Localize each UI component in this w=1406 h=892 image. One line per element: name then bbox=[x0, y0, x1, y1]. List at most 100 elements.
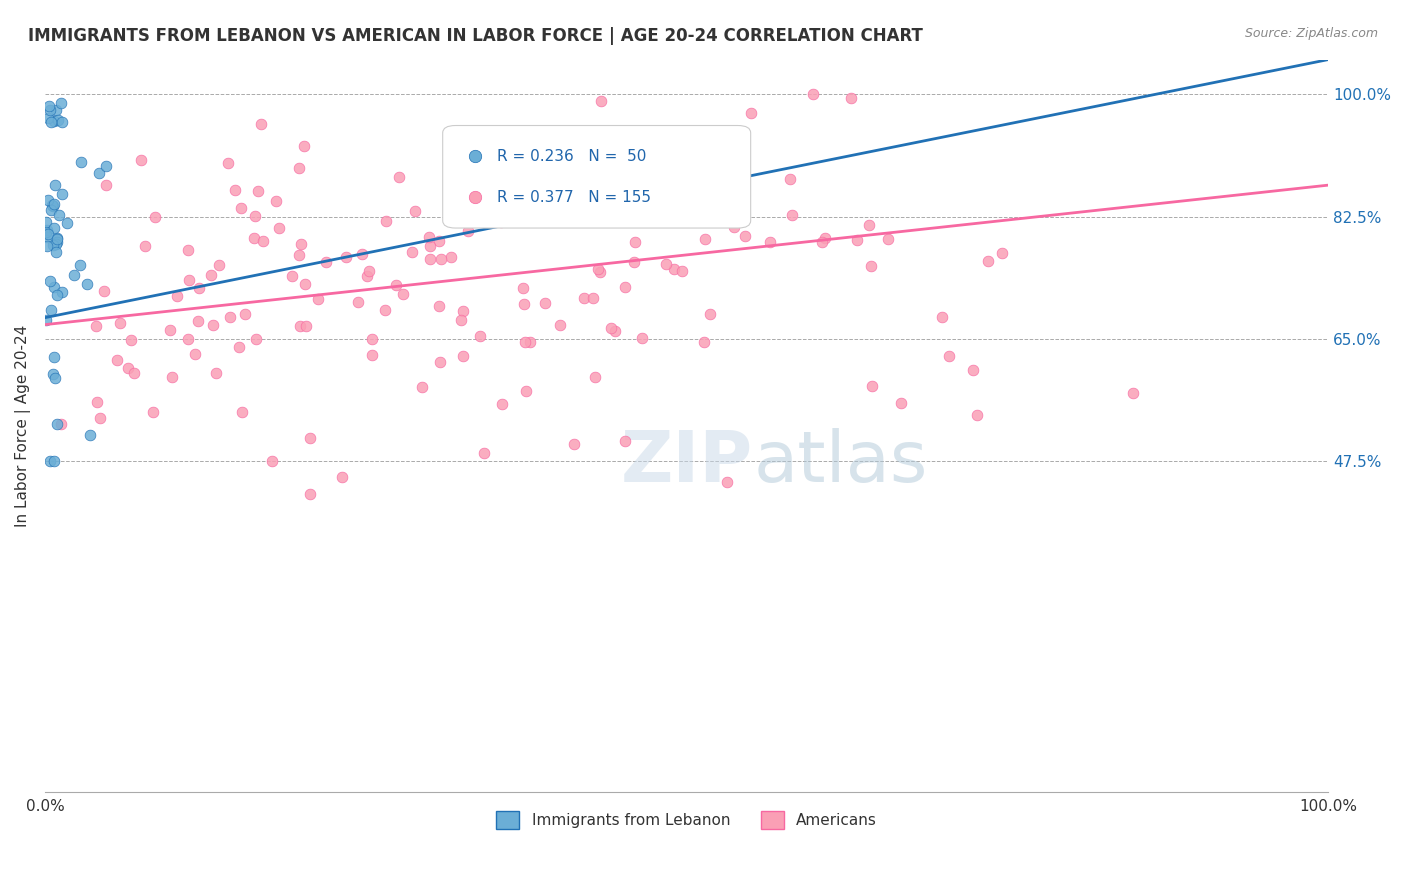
Point bbox=[49, 95, 72, 110]
Point bbox=[623, 254, 645, 268]
Point bbox=[655, 257, 678, 271]
Point bbox=[723, 219, 745, 234]
Point bbox=[200, 268, 222, 282]
Point bbox=[464, 219, 486, 233]
Point bbox=[41, 237, 63, 252]
Point bbox=[401, 245, 423, 260]
Point bbox=[513, 335, 536, 350]
Point bbox=[419, 252, 441, 266]
Point bbox=[693, 146, 716, 161]
Point bbox=[292, 138, 315, 153]
Point bbox=[202, 318, 225, 333]
Point bbox=[49, 417, 72, 432]
Point bbox=[515, 384, 537, 398]
Point bbox=[346, 294, 368, 309]
Point bbox=[39, 202, 62, 217]
Point bbox=[108, 316, 131, 330]
Point bbox=[508, 162, 530, 177]
Point bbox=[858, 218, 880, 232]
Point bbox=[94, 159, 117, 173]
Point bbox=[208, 258, 231, 272]
Point bbox=[419, 239, 441, 253]
Point bbox=[35, 238, 58, 252]
Point bbox=[86, 394, 108, 409]
Point bbox=[513, 296, 536, 310]
Point bbox=[693, 141, 716, 155]
Point bbox=[599, 320, 621, 334]
Point bbox=[841, 91, 863, 105]
Point bbox=[734, 229, 756, 244]
Point bbox=[472, 446, 495, 460]
Point bbox=[330, 470, 353, 484]
Point bbox=[449, 128, 471, 143]
Point bbox=[44, 221, 66, 235]
Point bbox=[357, 263, 380, 277]
Legend: Immigrants from Lebanon, Americans: Immigrants from Lebanon, Americans bbox=[491, 805, 883, 836]
Point bbox=[51, 114, 73, 128]
Point bbox=[134, 239, 156, 253]
Point bbox=[280, 268, 302, 283]
Point bbox=[491, 397, 513, 411]
Point bbox=[45, 232, 67, 246]
Point bbox=[252, 234, 274, 248]
Point bbox=[572, 207, 595, 221]
Point bbox=[44, 178, 66, 193]
Point bbox=[44, 371, 66, 385]
Point bbox=[350, 247, 373, 261]
Point bbox=[177, 332, 200, 346]
Point bbox=[991, 245, 1014, 260]
Point bbox=[548, 318, 571, 332]
Point bbox=[160, 370, 183, 384]
Point bbox=[44, 114, 66, 128]
Point bbox=[693, 232, 716, 246]
Point bbox=[76, 277, 98, 291]
Point bbox=[37, 193, 59, 207]
Point bbox=[55, 216, 77, 230]
Point bbox=[384, 278, 406, 293]
Point bbox=[519, 334, 541, 349]
Point bbox=[245, 332, 267, 346]
Point bbox=[361, 348, 384, 362]
Text: atlas: atlas bbox=[754, 428, 928, 497]
Point bbox=[218, 310, 240, 324]
Point bbox=[298, 431, 321, 445]
Point bbox=[243, 230, 266, 244]
Point bbox=[129, 153, 152, 168]
Point bbox=[37, 227, 59, 241]
Y-axis label: In Labor Force | Age 20-24: In Labor Force | Age 20-24 bbox=[15, 325, 31, 527]
Point bbox=[38, 99, 60, 113]
Point bbox=[204, 366, 226, 380]
Point bbox=[588, 262, 610, 277]
Point bbox=[617, 161, 640, 175]
Point bbox=[404, 204, 426, 219]
Text: Source: ZipAtlas.com: Source: ZipAtlas.com bbox=[1244, 27, 1378, 40]
Point bbox=[39, 114, 62, 128]
Point bbox=[962, 363, 984, 377]
FancyBboxPatch shape bbox=[443, 126, 751, 228]
Point bbox=[250, 117, 273, 131]
Point bbox=[360, 333, 382, 347]
Point bbox=[42, 197, 65, 211]
Point bbox=[693, 335, 716, 350]
Point bbox=[290, 236, 312, 251]
Point bbox=[740, 106, 762, 120]
Point bbox=[177, 244, 200, 258]
Point bbox=[217, 156, 239, 170]
Point bbox=[233, 307, 256, 321]
Point bbox=[759, 235, 782, 250]
Point bbox=[93, 284, 115, 298]
Point bbox=[699, 307, 721, 321]
Point bbox=[457, 224, 479, 238]
Point bbox=[450, 313, 472, 327]
Point bbox=[498, 211, 520, 226]
Point bbox=[44, 245, 66, 260]
Point bbox=[122, 366, 145, 380]
Point bbox=[48, 209, 70, 223]
Point bbox=[801, 87, 824, 102]
Point bbox=[295, 318, 318, 333]
Point bbox=[288, 161, 311, 175]
Point bbox=[845, 234, 868, 248]
Point bbox=[41, 302, 63, 317]
Point bbox=[188, 280, 211, 294]
Point bbox=[451, 349, 474, 363]
